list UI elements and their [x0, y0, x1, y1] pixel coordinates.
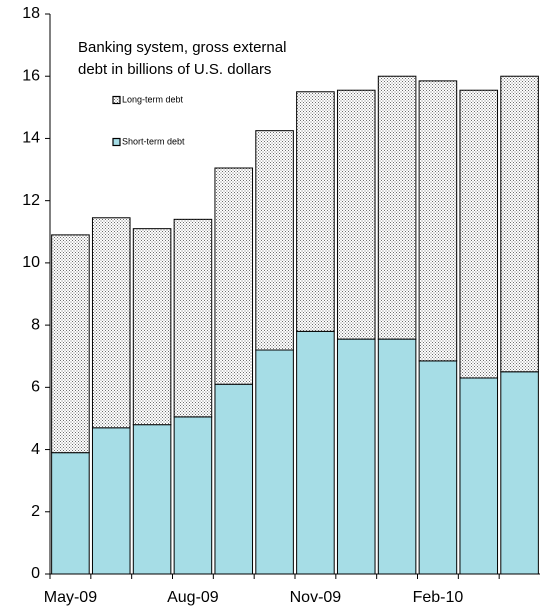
x-tick-label: Nov-09	[290, 589, 342, 606]
legend-marker	[112, 95, 121, 105]
bar-segment	[336, 89, 376, 340]
bar-segment	[51, 234, 90, 454]
bar-segment	[173, 218, 213, 418]
bar-segment	[459, 89, 499, 379]
y-tick-label: 4	[31, 441, 40, 458]
y-tick-label: 18	[22, 5, 40, 22]
bar-segment	[377, 338, 417, 575]
bar-segment	[296, 330, 335, 575]
bar-segment	[418, 80, 458, 362]
bar-segment	[214, 167, 254, 385]
y-tick-label: 2	[31, 503, 40, 520]
bar-segment	[459, 377, 499, 575]
bar-segment	[132, 424, 172, 575]
chart-title: Banking system, gross external	[78, 39, 286, 56]
bar-segment	[132, 228, 172, 426]
bar-segment	[255, 349, 294, 575]
y-tick-label: 16	[22, 67, 40, 84]
bar-segment	[500, 75, 539, 373]
legend-label: Short-term debt	[122, 136, 185, 146]
bar-segment	[214, 383, 254, 575]
y-tick-label: 14	[22, 130, 40, 147]
y-tick-label: 10	[22, 254, 40, 271]
y-tick-label: 0	[31, 565, 40, 582]
legend-label: Long-term debt	[122, 94, 184, 104]
bar-segment	[255, 130, 294, 351]
bar-segment	[91, 217, 131, 429]
y-tick-label: 6	[31, 379, 40, 396]
bar-segment	[296, 91, 335, 332]
bar-segment	[500, 371, 539, 575]
bar-segment	[418, 360, 458, 575]
y-tick-label: 12	[22, 192, 40, 209]
y-tick-label: 8	[31, 316, 40, 333]
bar-segment	[91, 427, 131, 575]
bar-segment	[51, 452, 90, 575]
x-tick-label: Aug-09	[167, 589, 219, 606]
legend-marker	[112, 137, 121, 147]
bar-segment	[377, 75, 417, 340]
x-tick-label: May-09	[44, 589, 97, 606]
x-tick-label: Feb-10	[413, 589, 464, 606]
bar-segment	[173, 416, 213, 575]
chart-title: debt in billions of U.S. dollars	[78, 61, 271, 78]
bar-segment	[336, 338, 376, 575]
